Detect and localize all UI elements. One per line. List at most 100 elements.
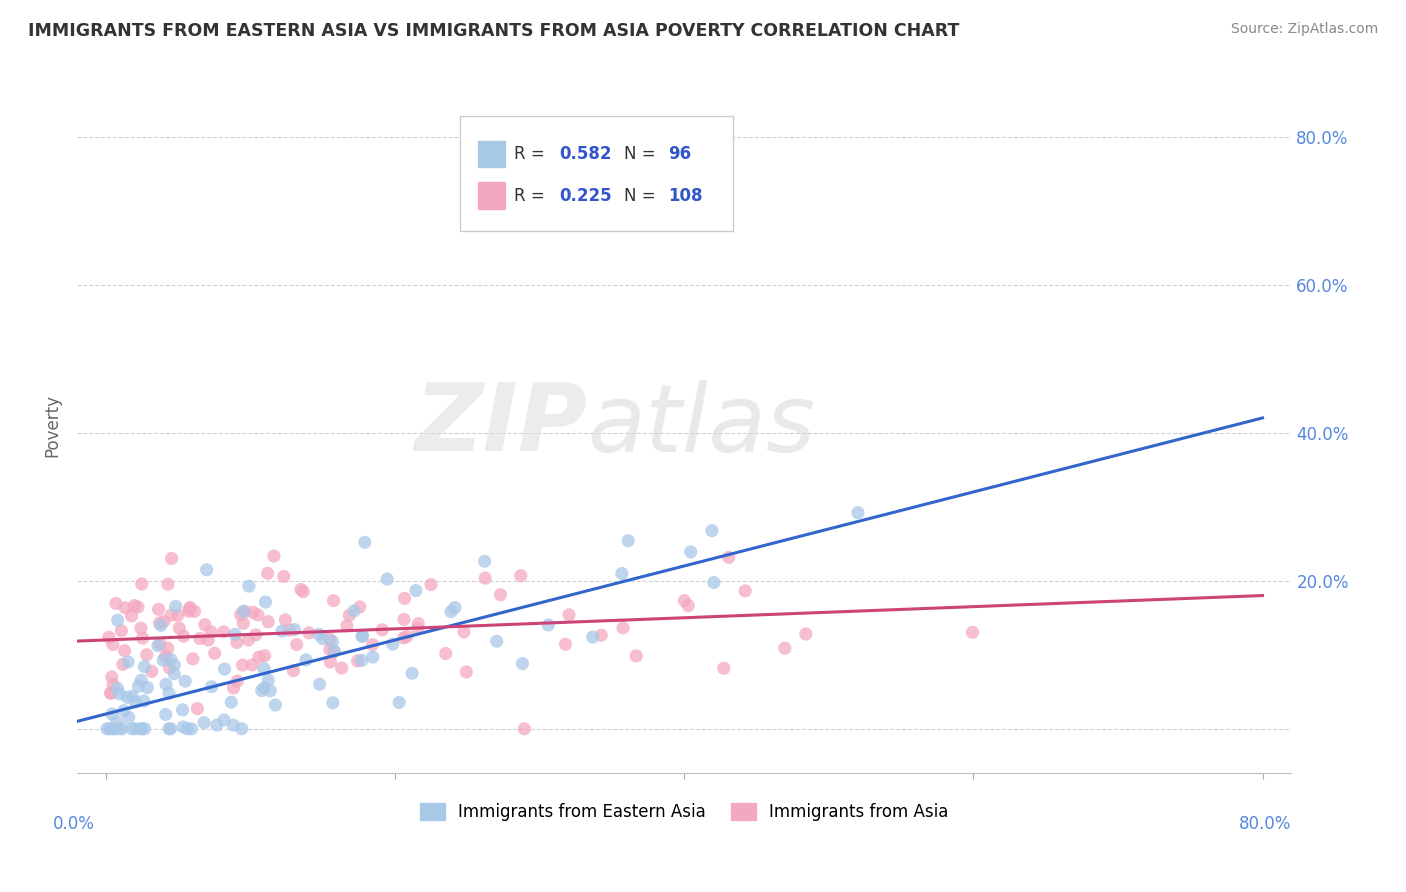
Point [700, 524, 723, 538]
Point [624, 648, 647, 663]
Point [179, 600, 201, 615]
Point [201, 680, 224, 694]
Point [166, 608, 188, 623]
Point [794, 627, 817, 641]
Point [405, 583, 427, 598]
Point [135, 648, 157, 662]
Point [253, 648, 276, 663]
Point [474, 554, 496, 568]
Point [212, 624, 235, 639]
Point [254, 595, 277, 609]
Point [96, 722, 118, 736]
Point [678, 599, 700, 613]
Point [322, 696, 344, 710]
Point [159, 652, 181, 666]
Point [159, 722, 181, 736]
Point [222, 681, 245, 695]
Point [104, 597, 127, 611]
Point [273, 569, 295, 583]
Point [773, 641, 796, 656]
Point [131, 577, 153, 591]
Point [97, 630, 120, 644]
Point [231, 658, 253, 673]
Point [224, 627, 246, 641]
Text: R =: R = [515, 186, 550, 205]
Point [246, 607, 269, 622]
Point [165, 599, 187, 614]
Point [591, 628, 613, 642]
Point [173, 629, 195, 643]
Point [285, 638, 308, 652]
Point [240, 657, 263, 672]
Point [180, 722, 202, 736]
Point [111, 657, 134, 672]
Text: 80.0%: 80.0% [1239, 815, 1292, 833]
Point [321, 634, 343, 648]
Point [394, 591, 416, 606]
Point [420, 577, 443, 591]
Text: IMMIGRANTS FROM EASTERN ASIA VS IMMIGRANTS FROM ASIA POVERTY CORRELATION CHART: IMMIGRANTS FROM EASTERN ASIA VS IMMIGRAN… [28, 22, 959, 40]
Point [117, 690, 139, 705]
Point [134, 659, 156, 673]
Point [453, 624, 475, 639]
Point [352, 629, 374, 643]
Point [308, 627, 330, 641]
Point [163, 666, 186, 681]
Point [117, 710, 139, 724]
Point [108, 722, 131, 736]
Point [717, 550, 740, 565]
Point [250, 683, 273, 698]
Point [188, 632, 211, 646]
Point [231, 722, 253, 736]
Point [554, 637, 576, 651]
Point [129, 621, 152, 635]
Point [392, 612, 415, 626]
Point [129, 673, 152, 688]
Text: 96: 96 [668, 145, 692, 163]
Point [204, 646, 226, 660]
Point [183, 604, 205, 618]
Point [103, 722, 125, 736]
Point [172, 720, 194, 734]
Text: 0.582: 0.582 [560, 145, 612, 163]
Point [292, 584, 315, 599]
Point [283, 664, 305, 678]
Point [181, 652, 204, 666]
Point [157, 722, 180, 736]
Bar [478, 141, 505, 167]
Point [148, 602, 170, 616]
FancyBboxPatch shape [460, 116, 733, 230]
Point [152, 653, 174, 667]
Point [298, 625, 321, 640]
Point [205, 718, 228, 732]
Point [195, 563, 218, 577]
Point [121, 722, 143, 736]
Point [489, 588, 512, 602]
Point [474, 571, 496, 585]
Point [308, 677, 330, 691]
Point [406, 622, 429, 636]
Point [290, 582, 312, 597]
Point [245, 628, 267, 642]
Point [271, 624, 294, 638]
Point [456, 665, 478, 679]
Point [155, 677, 177, 691]
Point [148, 615, 170, 630]
Point [121, 690, 143, 704]
Point [259, 683, 281, 698]
Point [124, 599, 146, 613]
Point [146, 639, 169, 653]
Point [512, 657, 534, 671]
Point [264, 698, 287, 712]
Point [283, 623, 305, 637]
Point [350, 653, 373, 667]
Point [509, 568, 531, 582]
Point [349, 599, 371, 614]
Point [247, 650, 270, 665]
Point [703, 575, 725, 590]
Point [444, 600, 467, 615]
Point [179, 602, 201, 616]
Point [98, 722, 121, 736]
Point [381, 637, 404, 651]
Point [163, 657, 186, 672]
